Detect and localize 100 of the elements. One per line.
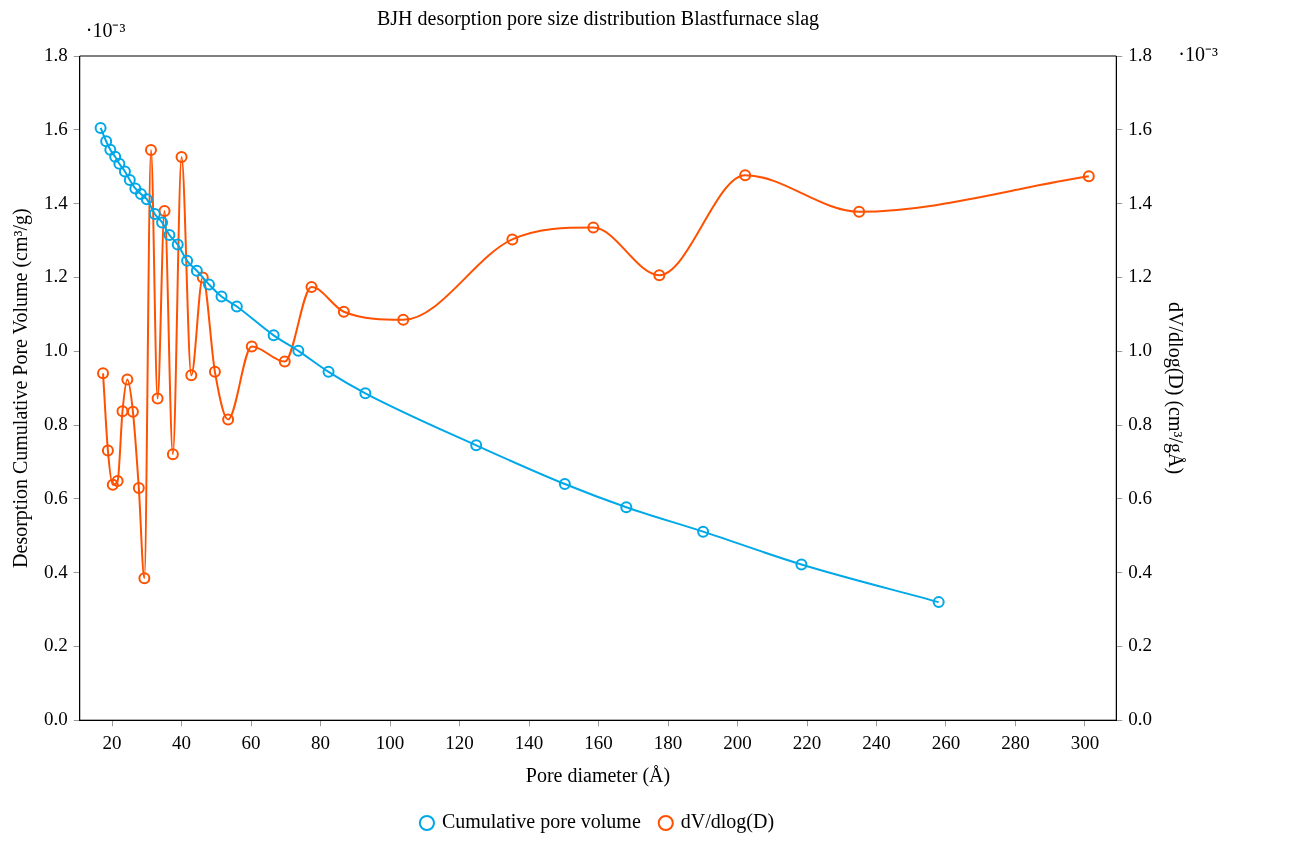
x-tick-label: 300 [1070, 731, 1100, 753]
point [203, 278, 216, 291]
point [138, 572, 151, 585]
x-tick-label: 100 [375, 731, 405, 753]
legend-label: dV/dlog(D) [680, 810, 775, 834]
point [97, 367, 110, 380]
y2-axis-title: dV/dlog(D) (cm³/gÅ) [1163, 302, 1187, 475]
y2-tick-label: 1.8 [1128, 43, 1152, 65]
point [267, 329, 280, 342]
point [175, 151, 188, 164]
y2-tick-label: 0.2 [1128, 634, 1152, 656]
x-tick-label: 60 [241, 731, 261, 753]
point [230, 300, 243, 313]
x-tick-label: 160 [584, 731, 613, 753]
y2-tick-label: 1.0 [1128, 339, 1152, 361]
point [653, 269, 666, 282]
y2-tick-label: 0.0 [1128, 708, 1152, 730]
point [470, 439, 483, 452]
point [305, 280, 318, 293]
point [113, 157, 126, 170]
y-axis-title: Desorption Cumulative Pore Volume (cm³/g) [9, 208, 33, 568]
point [118, 165, 131, 178]
point [156, 216, 169, 229]
point [739, 169, 752, 182]
x-tick-label: 140 [514, 731, 544, 753]
point [1082, 170, 1095, 183]
x-tick-label: 220 [792, 731, 822, 753]
y-tick-label: 0.8 [44, 412, 68, 434]
point [190, 264, 203, 277]
point [196, 271, 209, 284]
point [100, 135, 113, 148]
point [181, 254, 194, 267]
point [795, 558, 808, 571]
y2-tick-label: 0.4 [1128, 560, 1153, 582]
y-tick-label: 0.4 [44, 560, 69, 582]
x-axis-title: Pore diameter (Å) [525, 764, 671, 788]
point [129, 182, 142, 195]
point [111, 475, 124, 488]
point [140, 193, 153, 206]
point [292, 344, 305, 357]
point [126, 405, 139, 418]
point [158, 204, 171, 217]
point [134, 188, 147, 201]
y-tick-label: 1.6 [44, 117, 68, 139]
point [359, 387, 372, 400]
point [208, 365, 221, 378]
point [397, 313, 410, 326]
y-tick-label: 1.8 [44, 43, 68, 65]
y-tick-label: 1.0 [44, 339, 68, 361]
point [144, 144, 157, 157]
y-tick-label: 0.2 [44, 634, 68, 656]
y-tick-label: 1.2 [44, 265, 68, 287]
point [166, 448, 179, 461]
point [116, 405, 129, 418]
point [148, 207, 161, 220]
point [106, 478, 119, 491]
y2-tick-label: 1.4 [1128, 191, 1153, 213]
y2-tick-label: 0.8 [1128, 412, 1152, 434]
point [185, 369, 198, 382]
point [151, 392, 164, 405]
point [932, 596, 945, 609]
point [697, 525, 710, 538]
y2-tick-label: 1.2 [1128, 265, 1152, 287]
chart-title: BJH desorption pore size distribution Blastfurnace slag [376, 7, 820, 31]
y-tick-label: 0.0 [44, 708, 68, 730]
x-tick-label: 120 [445, 731, 474, 753]
point [94, 121, 107, 134]
point [245, 340, 258, 353]
point [337, 305, 350, 318]
point [163, 228, 176, 241]
y2-tick-label: 1.6 [1128, 117, 1152, 139]
point [620, 501, 633, 514]
x-tick-label: 260 [931, 731, 961, 753]
legend-label: Cumulative pore volume [441, 810, 641, 834]
point [104, 143, 117, 156]
x-tick-label: 40 [172, 731, 192, 753]
y-tick-label: 1.4 [44, 191, 69, 213]
point [587, 221, 600, 234]
point [121, 373, 134, 386]
x-tick-label: 180 [653, 731, 683, 753]
x-tick-label: 20 [102, 731, 122, 753]
x-tick-label: 280 [1001, 731, 1030, 753]
x-tick-label: 240 [862, 731, 891, 753]
point [109, 150, 122, 163]
point [558, 478, 571, 491]
point [215, 290, 228, 303]
point [222, 413, 235, 426]
x-tick-label: 80 [311, 731, 331, 753]
point [171, 238, 184, 251]
point [853, 205, 866, 218]
point [278, 355, 291, 368]
x-tick-label: 200 [723, 731, 752, 753]
y-tick-label: 0.6 [44, 486, 68, 508]
text: ·10⁻³ [85, 19, 126, 42]
point [322, 365, 335, 378]
point [123, 173, 136, 186]
point [132, 482, 145, 495]
text: ·10⁻³ [1178, 43, 1218, 66]
y2-tick-label: 0.6 [1128, 486, 1152, 508]
point [101, 444, 114, 457]
